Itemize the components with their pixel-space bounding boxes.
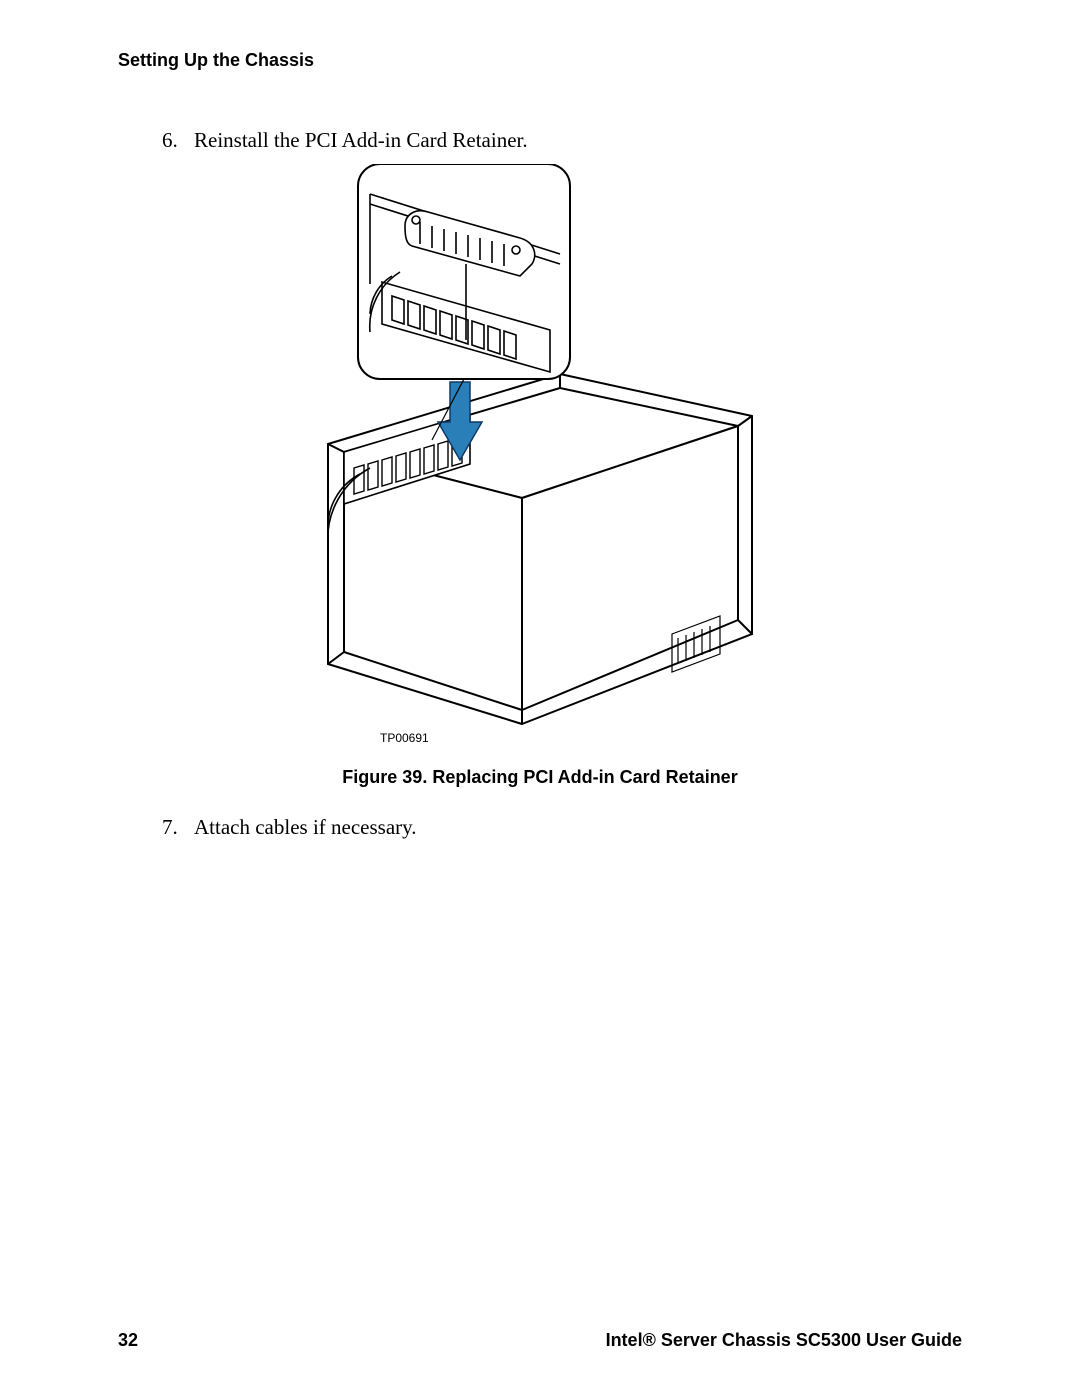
page-footer: 32 Intel® Server Chassis SC5300 User Gui… bbox=[118, 1330, 962, 1351]
figure-code: TP00691 bbox=[380, 731, 429, 745]
step-6-text: Reinstall the PCI Add-in Card Retainer. bbox=[194, 128, 528, 152]
figure-caption: Figure 39. Replacing PCI Add-in Card Ret… bbox=[118, 767, 962, 788]
page: Setting Up the Chassis 6.Reinstall the P… bbox=[0, 0, 1080, 1397]
figure-diagram bbox=[320, 164, 760, 749]
figure-block: TP00691 Figure 39. Replacing PCI Add-in … bbox=[118, 164, 962, 788]
step-6-number: 6. bbox=[162, 127, 194, 154]
step-7-number: 7. bbox=[162, 814, 194, 841]
step-7: 7.Attach cables if necessary. bbox=[118, 814, 962, 841]
section-header: Setting Up the Chassis bbox=[118, 50, 962, 71]
doc-title: Intel® Server Chassis SC5300 User Guide bbox=[606, 1330, 962, 1351]
step-7-text: Attach cables if necessary. bbox=[194, 815, 417, 839]
page-number: 32 bbox=[118, 1330, 138, 1351]
step-6: 6.Reinstall the PCI Add-in Card Retainer… bbox=[118, 127, 962, 154]
